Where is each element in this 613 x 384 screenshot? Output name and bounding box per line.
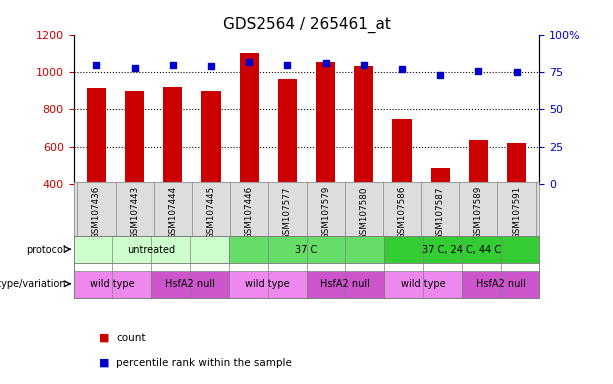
Text: GSM107591: GSM107591	[512, 186, 521, 239]
Point	[435, 72, 445, 78]
Text: GSM107445: GSM107445	[207, 186, 216, 239]
Point	[359, 61, 368, 68]
Text: wild type: wild type	[401, 279, 445, 289]
Text: HsfA2 null: HsfA2 null	[165, 279, 215, 289]
Text: GDS2564 / 265461_at: GDS2564 / 265461_at	[223, 17, 390, 33]
Point	[91, 61, 101, 68]
Bar	[125, 91, 144, 184]
Text: GSM107579: GSM107579	[321, 186, 330, 239]
Point	[321, 60, 330, 66]
Text: percentile rank within the sample: percentile rank within the sample	[116, 358, 292, 368]
Bar	[240, 53, 259, 184]
Point	[245, 58, 254, 65]
Point	[168, 61, 178, 68]
Text: protocol: protocol	[26, 245, 66, 255]
Text: 37 C, 24 C, 44 C: 37 C, 24 C, 44 C	[422, 245, 501, 255]
Bar	[202, 91, 221, 184]
Text: HsfA2 null: HsfA2 null	[321, 279, 370, 289]
Bar	[163, 87, 183, 184]
Bar	[278, 79, 297, 184]
Point	[130, 65, 140, 71]
Text: 37 C: 37 C	[295, 245, 318, 255]
Bar	[392, 119, 411, 184]
Bar	[507, 143, 526, 184]
Text: GSM107589: GSM107589	[474, 186, 483, 239]
Bar	[469, 140, 488, 184]
Text: GSM107586: GSM107586	[397, 186, 406, 239]
Text: genotype/variation: genotype/variation	[0, 279, 66, 289]
Bar	[430, 168, 450, 184]
Point	[397, 66, 407, 72]
Point	[283, 61, 292, 68]
Bar	[354, 66, 373, 184]
Text: GSM107443: GSM107443	[130, 186, 139, 239]
Text: wild type: wild type	[90, 279, 135, 289]
Text: ■: ■	[99, 358, 110, 368]
Bar	[87, 88, 106, 184]
Text: count: count	[116, 333, 146, 343]
Text: ■: ■	[99, 333, 110, 343]
Text: wild type: wild type	[245, 279, 290, 289]
Bar	[316, 62, 335, 184]
Point	[206, 63, 216, 69]
Text: GSM107444: GSM107444	[169, 186, 177, 239]
Text: HsfA2 null: HsfA2 null	[476, 279, 525, 289]
Point	[473, 68, 483, 74]
Text: GSM107446: GSM107446	[245, 186, 254, 239]
Text: GSM107587: GSM107587	[436, 186, 444, 240]
Text: untreated: untreated	[127, 245, 175, 255]
Text: GSM107580: GSM107580	[359, 186, 368, 240]
Text: GSM107436: GSM107436	[92, 186, 101, 239]
Point	[512, 69, 522, 75]
Text: GSM107577: GSM107577	[283, 186, 292, 240]
